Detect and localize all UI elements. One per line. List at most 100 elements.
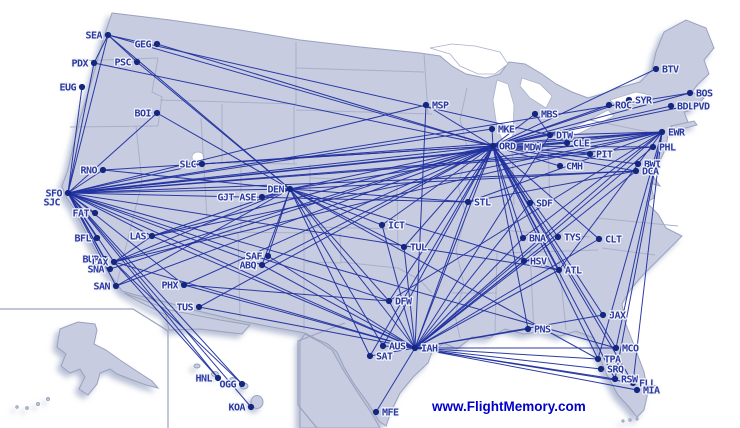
airport-label-mdw: MDW [524, 143, 542, 154]
airport-label-cle: CLE [573, 139, 590, 150]
route-tus-ord [198, 145, 494, 308]
airport-dot-ewr [658, 128, 666, 136]
route-ord-clt [492, 145, 600, 240]
route-sat-iah [369, 347, 416, 357]
airport-dot-fat [91, 209, 99, 217]
route-pdx-sfo [67, 62, 95, 194]
airport-label-mia: MIA [643, 386, 660, 397]
route-ord-phl [492, 145, 654, 148]
route-sfo-ogg [67, 192, 243, 385]
airport-label-syr: SYR [635, 96, 653, 107]
route-den-ict [289, 188, 383, 226]
airport-label-ewr: EWR [668, 128, 686, 139]
route-den-aus [289, 188, 384, 347]
route-iah-stl [414, 201, 469, 349]
hawaii-island-kauai [193, 363, 201, 369]
airport-label-roc: ROC [615, 101, 632, 112]
route-lax-iah [113, 261, 416, 349]
route-iah-sdf [414, 202, 531, 349]
airport-label-sdf: SDF [536, 199, 553, 210]
airport-label-sjc: SJC [43, 198, 60, 209]
hawaii-island-molokai [229, 377, 237, 381]
route-ord-msp [425, 104, 494, 147]
airport-label-gjt-ase: GJT ASE [217, 193, 256, 204]
route-las-den [151, 188, 291, 237]
route-sat-ord [369, 145, 494, 357]
airport-label-mfe: MFE [382, 408, 399, 419]
airport-label-aus: AUS [389, 342, 406, 353]
route-den-iah [289, 188, 416, 349]
airport-label-slc: SLC [179, 160, 196, 171]
airport-dot-clt [595, 235, 603, 243]
airport-label-mbs: MBS [541, 110, 558, 121]
lake-huron [519, 77, 553, 109]
route-san-ord [115, 145, 494, 287]
airport-dot-dca [632, 167, 640, 175]
route-lax-las [113, 235, 153, 263]
airport-dot-las [148, 232, 156, 240]
airport-dot-sea [104, 31, 112, 39]
airport-dots-layer [64, 31, 694, 416]
airport-label-bwi: BWI [644, 160, 661, 171]
route-sfo-koa [67, 192, 252, 408]
airport-dot-bna [519, 234, 527, 242]
route-ewr-fll [632, 131, 663, 384]
airport-label-sat: SAT [376, 352, 393, 363]
airport-label-tpa: TPA [604, 355, 621, 366]
route-las-ewr [151, 131, 663, 237]
route-ord-pns [492, 145, 529, 330]
route-den-ewr [289, 131, 663, 190]
florida-key [635, 417, 639, 421]
airport-label-btv: BTV [662, 65, 679, 76]
alaska-landmass [56, 321, 160, 396]
route-iah-fll [414, 347, 634, 384]
route-slc-ewr [201, 131, 663, 165]
florida-key [628, 418, 632, 422]
airport-label-dtw: DTW [556, 131, 574, 142]
airport-dot-mco [612, 344, 620, 352]
airport-label-abq: ABQ [239, 261, 256, 272]
route-dca-stl [467, 170, 637, 203]
route-ord-tpa [492, 145, 599, 360]
airport-dot-bwi [634, 160, 642, 168]
route-ord-btv [492, 68, 657, 147]
airport-label-eug: EUG [59, 83, 76, 94]
route-ord-stl [467, 145, 494, 203]
route-ord-pvd [492, 105, 688, 147]
airport-label-msp: MSP [432, 101, 449, 112]
route-rno-sfo [67, 169, 104, 194]
airport-label-sea: SEA [85, 31, 102, 42]
route-sfo-dca [67, 170, 637, 194]
airport-dot-slc [198, 160, 206, 168]
route-dfw-ewr [388, 131, 663, 302]
route-iah-phl [414, 146, 654, 349]
route-den-abq [261, 188, 291, 266]
route-ord-jax [492, 145, 604, 316]
airport-dot-gjt-ase [258, 193, 266, 201]
airport-dot-dfw [385, 297, 393, 305]
route-aus-ord [382, 145, 494, 347]
airport-label-cmh: CMH [566, 162, 583, 173]
route-iah-msp [414, 104, 427, 349]
airport-label-phl: PHL [659, 143, 676, 154]
airport-dot-boi [153, 109, 161, 117]
route-sfo-las [67, 192, 153, 237]
airport-label-pit: PIT [596, 150, 613, 161]
route-den-dfw [289, 188, 390, 302]
airport-dot-roc [605, 101, 613, 109]
hawaii-island-big-island [250, 395, 264, 409]
airport-label-bdl: BDL [677, 102, 694, 113]
airport-label-den: DEN [267, 185, 284, 196]
aleutian-island [25, 406, 29, 410]
airport-dot-phl [649, 143, 657, 151]
airport-label-clt: CLT [605, 235, 622, 246]
airport-dot-tul [400, 243, 408, 251]
airport-dot-eug [78, 83, 86, 91]
hawaii-inset-border [297, 322, 346, 428]
route-mfe-iah [375, 347, 416, 413]
route-iah-ord [414, 145, 494, 349]
route-ord-mco [492, 145, 617, 349]
route-ord-rsw [492, 145, 616, 380]
mexico-border-strip [123, 292, 251, 335]
airport-dot-sfo [64, 189, 72, 197]
